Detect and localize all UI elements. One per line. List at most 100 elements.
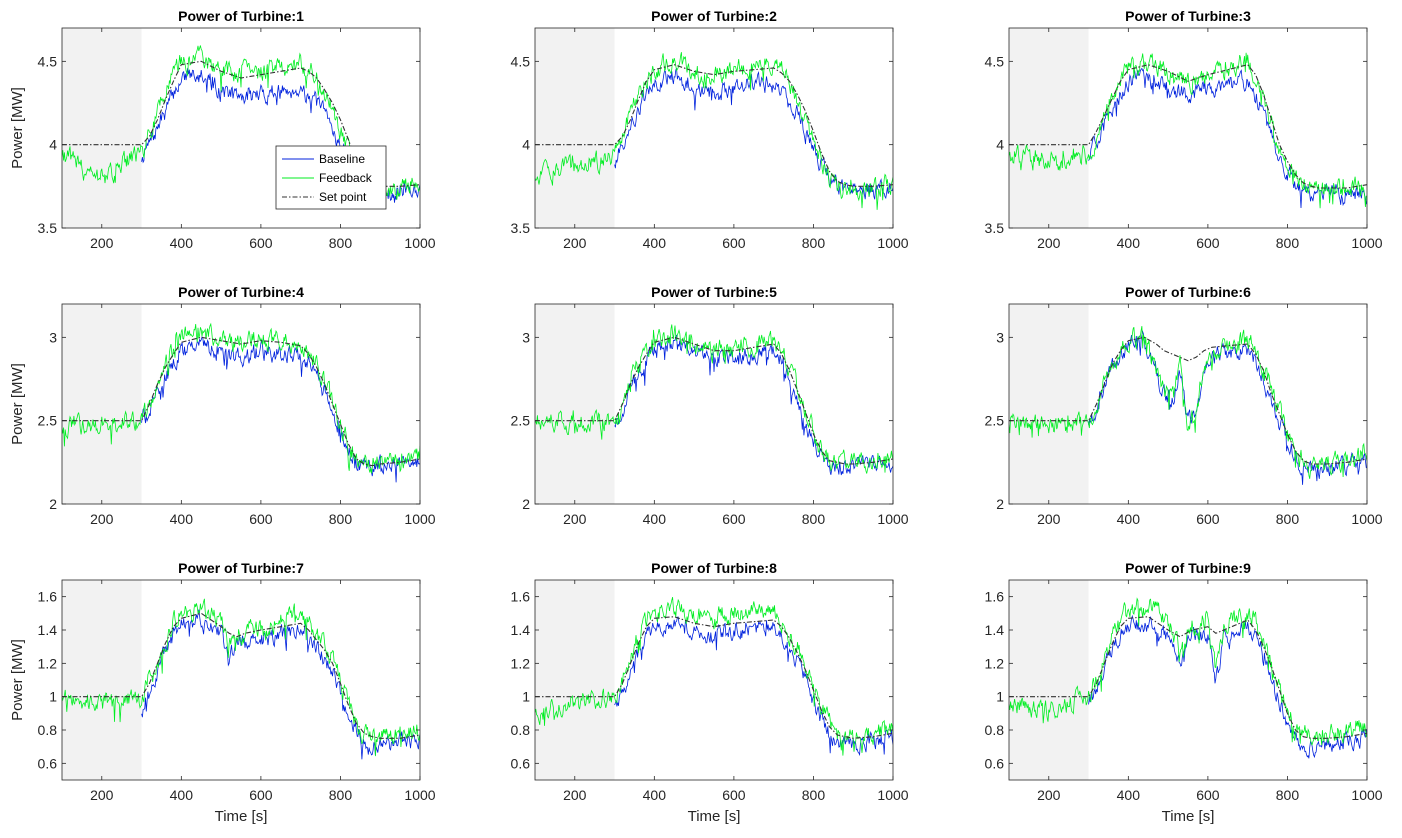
y-tick-label: 2.5 [511, 413, 531, 429]
series-set-point-line [535, 616, 893, 739]
subplot-turbine-3: 200 400 600 800 1000 3.5 4 4.5 Power of Turbine:… [985, 8, 1383, 251]
x-tick-label: 200 [1037, 787, 1061, 803]
y-axis-label: Power [MW] [9, 363, 26, 445]
y-tick-label: 3 [49, 329, 57, 345]
subplot-turbine-7: 200 400 600 800 1000 0.6 0.8 1 1.2 1.4 1.6 Power of… [9, 560, 436, 825]
series-feedback-line [1009, 52, 1367, 209]
series-set-point-line [1009, 64, 1367, 189]
y-tick-label: 4.5 [38, 53, 58, 69]
subplot-title: Power of Turbine:1 [178, 8, 304, 24]
subplot-title: Power of Turbine:5 [651, 284, 777, 300]
series-feedback-line [535, 52, 893, 210]
subplot-turbine-2: 200 400 600 800 1000 3.5 4 4.5 Power of Turbine:… [511, 8, 909, 251]
x-axis-label: Time [s] [1162, 808, 1215, 825]
axes-box [1008, 27, 1368, 229]
y-tick-label: 1.2 [985, 655, 1005, 671]
y-tick-label: 3.5 [985, 220, 1005, 236]
series-baseline-line [614, 67, 893, 200]
series-set-point-line [62, 336, 420, 467]
y-tick-label: 4 [522, 137, 530, 153]
subplot-title: Power of Turbine:7 [178, 560, 304, 576]
y-tick-label: 4.5 [511, 53, 531, 69]
shaded-region [535, 304, 615, 504]
axes-box [534, 303, 894, 505]
x-tick-label: 1000 [1351, 511, 1382, 527]
series-baseline-line [1088, 330, 1367, 485]
y-tick-label: 1.6 [38, 589, 58, 605]
x-tick-label: 1000 [1351, 787, 1382, 803]
x-tick-label: 200 [563, 511, 587, 527]
x-tick-label: 800 [329, 235, 353, 251]
x-tick-label: 400 [643, 511, 667, 527]
x-tick-label: 1000 [404, 235, 435, 251]
x-tick-label: 600 [722, 235, 746, 251]
series-baseline-line [141, 336, 420, 483]
shaded-region [62, 28, 142, 228]
x-tick-label: 200 [563, 235, 587, 251]
plot-area [62, 598, 420, 760]
x-tick-label: 1000 [404, 787, 435, 803]
x-tick-label: 800 [802, 787, 826, 803]
x-tick-label: 800 [802, 511, 826, 527]
series-feedback-line [62, 598, 420, 757]
x-tick-label: 800 [802, 235, 826, 251]
plot-area [1009, 597, 1367, 759]
shaded-region [1009, 304, 1089, 504]
plot-area [535, 52, 893, 210]
x-tick-label: 200 [1037, 235, 1061, 251]
y-axis-label: Power [MW] [9, 87, 26, 169]
legend-label: Set point [319, 190, 367, 204]
subplot-turbine-5: 200 400 600 800 1000 2 2.5 3 Power of Turbine:5 [511, 284, 909, 527]
y-tick-label: 0.8 [985, 722, 1005, 738]
series-baseline-line [614, 334, 893, 476]
series-baseline-line [614, 616, 893, 757]
subplot-title: Power of Turbine:9 [1125, 560, 1251, 576]
series-feedback-line [535, 596, 893, 756]
y-tick-label: 2 [996, 496, 1004, 512]
y-axis-label: Power [MW] [9, 639, 26, 721]
shaded-region [62, 580, 142, 780]
x-tick-label: 200 [90, 235, 114, 251]
x-tick-label: 400 [170, 787, 194, 803]
legend-label: Feedback [319, 171, 373, 185]
y-tick-label: 3 [996, 329, 1004, 345]
y-tick-label: 3.5 [38, 220, 58, 236]
x-axis-label: Time [s] [688, 808, 741, 825]
y-tick-label: 1.4 [38, 622, 58, 638]
y-tick-label: 1 [522, 689, 530, 705]
x-tick-label: 600 [1196, 235, 1220, 251]
y-tick-label: 1.4 [985, 622, 1005, 638]
y-tick-label: 0.6 [985, 755, 1005, 771]
y-tick-label: 4.5 [985, 53, 1005, 69]
series-set-point-line [1009, 336, 1367, 465]
y-tick-label: 0.8 [511, 722, 531, 738]
y-tick-label: 1.2 [38, 655, 58, 671]
x-tick-label: 400 [170, 235, 194, 251]
y-tick-label: 0.8 [38, 722, 58, 738]
y-tick-label: 3.5 [511, 220, 531, 236]
series-set-point-line [535, 64, 893, 187]
shaded-region [535, 28, 615, 228]
y-tick-label: 2.5 [38, 413, 58, 429]
x-tick-label: 200 [90, 787, 114, 803]
x-tick-label: 800 [329, 787, 353, 803]
x-tick-label: 600 [722, 511, 746, 527]
y-tick-label: 2.5 [985, 413, 1005, 429]
axes-box [534, 579, 894, 781]
subplot-title: Power of Turbine:4 [178, 284, 304, 300]
series-set-point-line [535, 336, 893, 465]
x-tick-label: 1000 [877, 235, 908, 251]
plot-area [1009, 52, 1367, 209]
x-tick-label: 600 [249, 511, 273, 527]
series-feedback-line [535, 324, 893, 474]
subplot-turbine-4: 200 400 600 800 1000 2 2.5 3 Power of Turbine:4 P… [9, 284, 436, 527]
plot-area [535, 324, 893, 476]
subplot-title: Power of Turbine:2 [651, 8, 777, 24]
shaded-region [1009, 28, 1089, 228]
plot-area [62, 322, 420, 483]
y-tick-label: 1.6 [985, 589, 1005, 605]
x-tick-label: 200 [1037, 511, 1061, 527]
x-tick-label: 600 [249, 235, 273, 251]
